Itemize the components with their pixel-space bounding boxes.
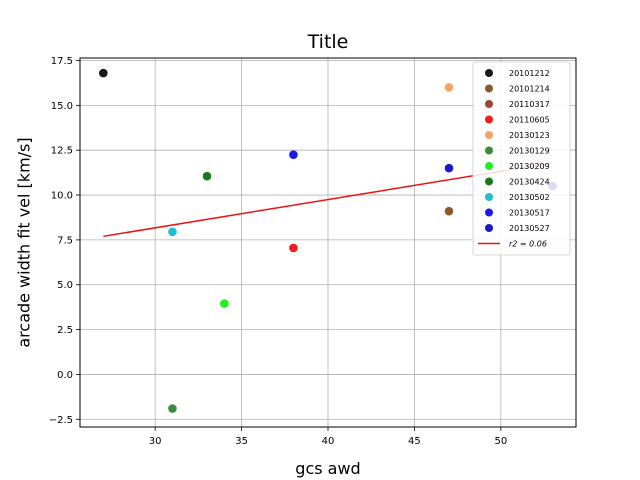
- legend-label: 20110605: [509, 116, 550, 125]
- legend-label: 20130129: [509, 147, 550, 156]
- y-tick-label: 12.5: [51, 146, 73, 157]
- legend-marker: [485, 146, 493, 155]
- legend-label: 20130209: [509, 162, 550, 171]
- legend-marker: [485, 208, 493, 217]
- data-points: [99, 68, 557, 413]
- legend-box: [472, 61, 571, 256]
- x-tick-label: 30: [149, 436, 162, 447]
- legend-marker: [485, 162, 493, 170]
- y-tick-label: −2.5: [49, 415, 73, 426]
- legend-marker: [485, 100, 493, 108]
- legend-marker: [485, 224, 493, 232]
- legend-marker: [485, 177, 493, 186]
- data-point: [289, 150, 298, 159]
- data-point: [444, 206, 454, 216]
- y-axis-ticks: −2.5 0.0 2.5 5.0 7.5 10.0 12.5 15.0 17.5: [49, 56, 80, 426]
- x-tick-label: 35: [235, 436, 248, 447]
- legend-label: 20110317: [509, 100, 550, 109]
- legend-label: 20130123: [509, 131, 550, 140]
- legend-label: 20130502: [509, 193, 550, 202]
- x-axis-ticks: 30 35 40 45 50: [149, 427, 507, 447]
- data-point: [444, 163, 454, 173]
- y-tick-label: 2.5: [57, 325, 73, 336]
- x-tick-label: 50: [494, 436, 507, 447]
- legend-label: 20130517: [509, 209, 550, 218]
- legend-label: 20101214: [509, 85, 550, 94]
- data-point: [289, 243, 298, 253]
- legend-fit-label: r2 = 0.06: [509, 240, 547, 249]
- y-tick-label: 10.0: [51, 191, 73, 202]
- chart-title: Title: [307, 31, 349, 53]
- legend-label: 20101212: [509, 69, 550, 78]
- legend-label: 20130527: [509, 224, 550, 233]
- y-tick-label: 7.5: [57, 235, 73, 246]
- x-tick-label: 40: [322, 436, 335, 447]
- data-point: [220, 299, 229, 308]
- data-point: [202, 171, 212, 181]
- legend-marker: [485, 69, 493, 77]
- y-tick-label: 15.0: [51, 101, 73, 112]
- legend-label: 20130424: [509, 178, 550, 187]
- y-tick-label: 0.0: [57, 370, 73, 381]
- data-point: [168, 404, 177, 413]
- x-tick-label: 45: [408, 436, 421, 447]
- data-point: [99, 68, 108, 78]
- legend-marker: [485, 84, 493, 93]
- legend-marker: [485, 115, 493, 124]
- data-point: [168, 227, 177, 237]
- legend-marker: [485, 131, 493, 139]
- y-tick-label: 17.5: [51, 56, 73, 67]
- legend: 20101212 20101214 20110317 20110605 20130123…: [472, 61, 571, 256]
- data-point: [444, 83, 454, 92]
- x-axis-title: gcs awd: [295, 459, 360, 478]
- legend-marker: [485, 193, 493, 201]
- y-tick-label: 5.0: [57, 280, 73, 291]
- y-axis-title: arcade width fit vel [km/s]: [15, 137, 34, 347]
